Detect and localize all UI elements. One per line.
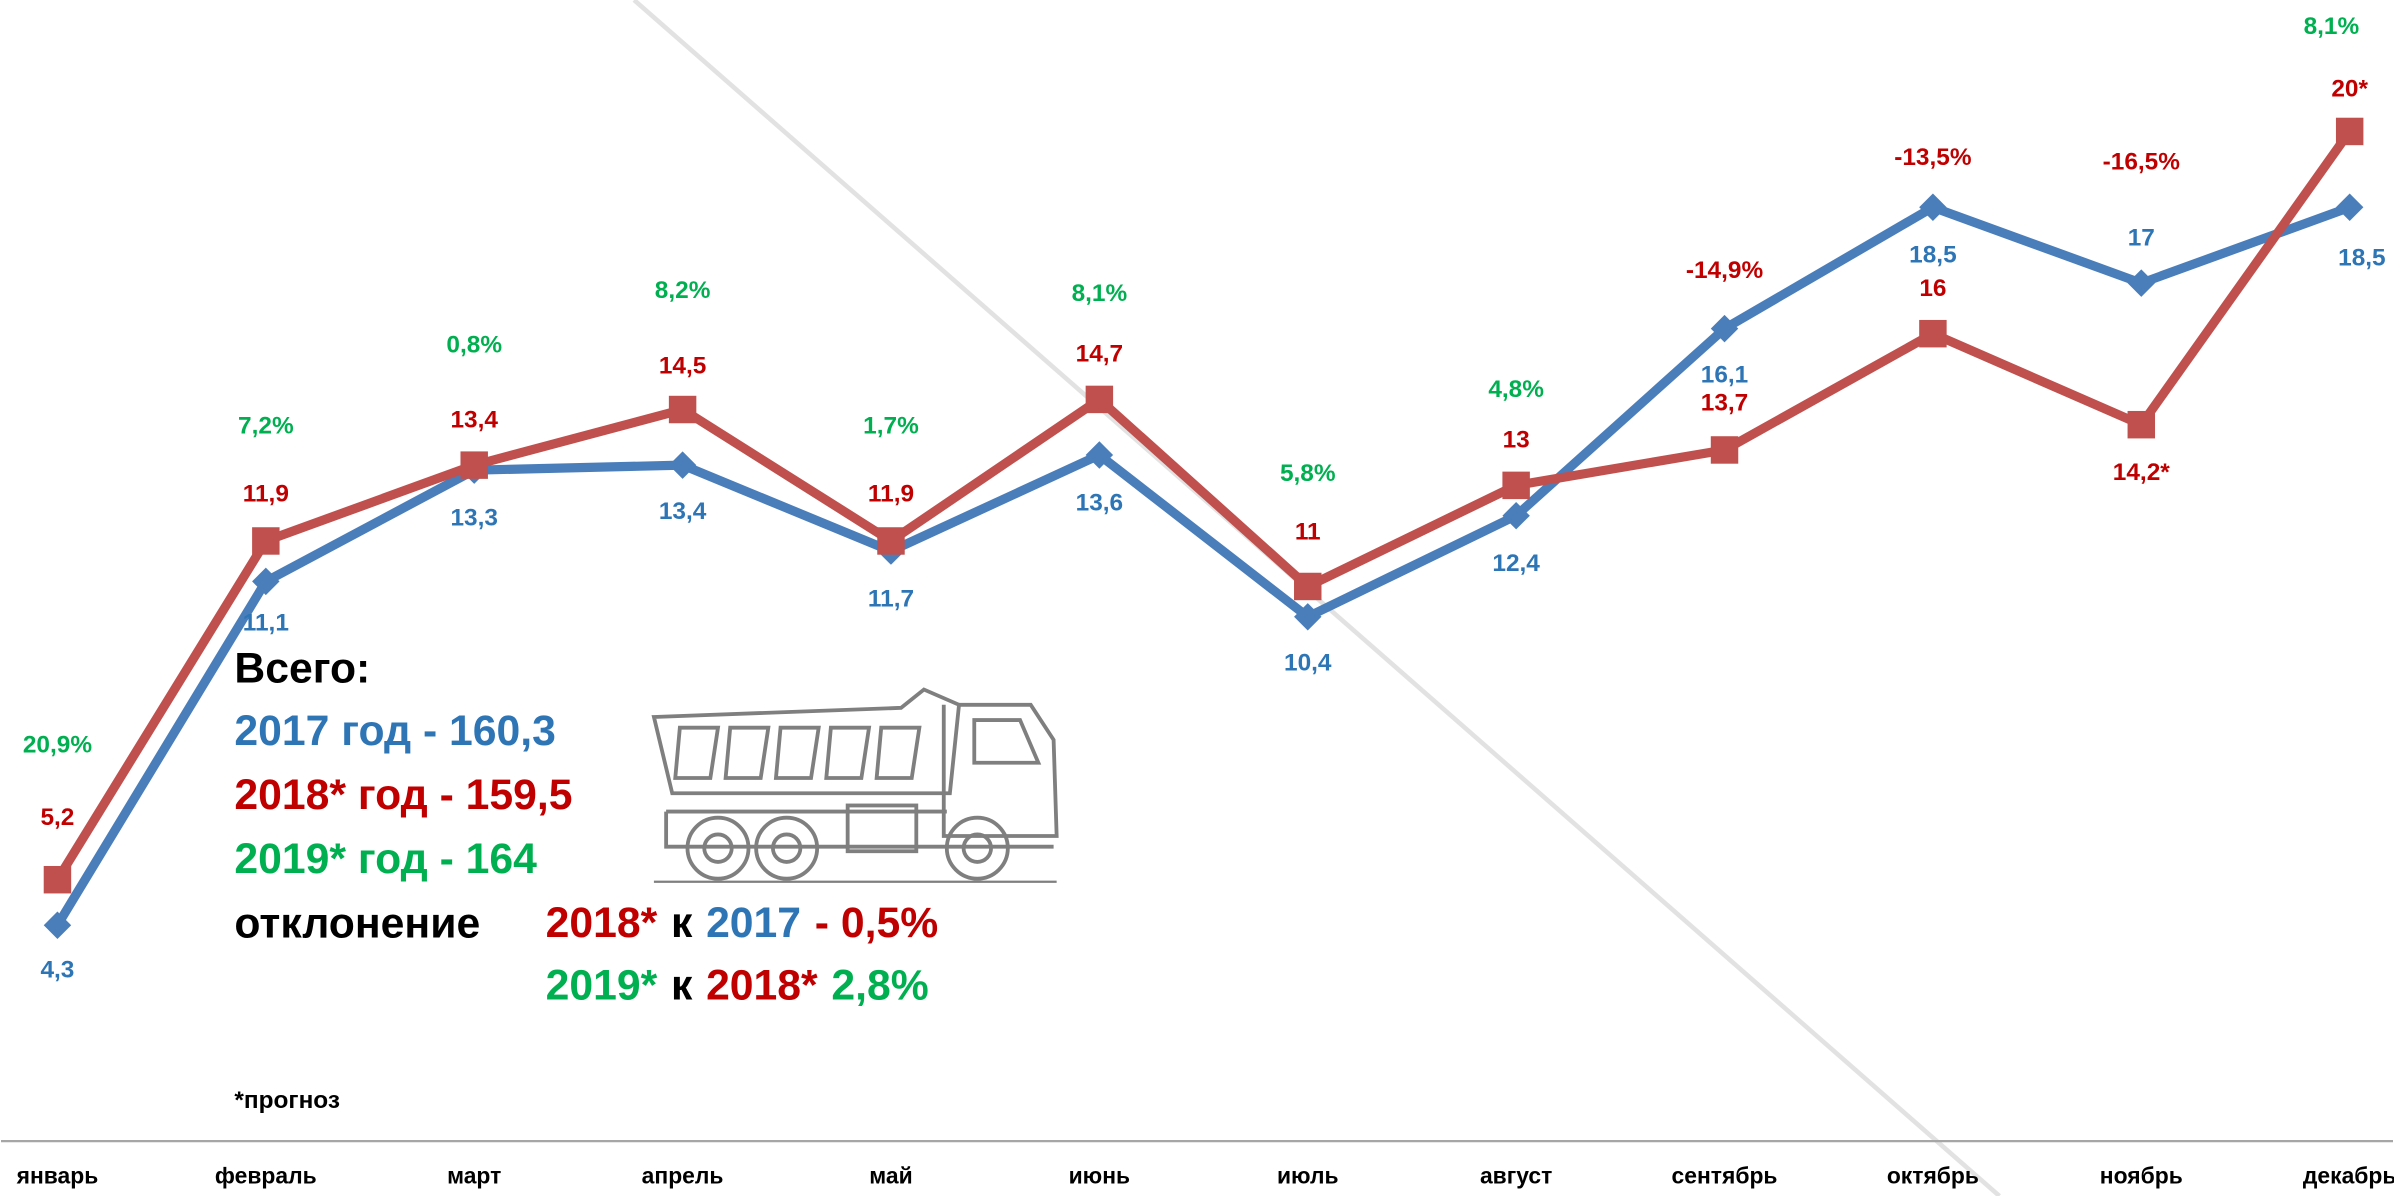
x-tick-label: декабрь <box>2303 1163 2394 1189</box>
summary-title: Всего: <box>234 645 370 693</box>
deviation-part: 2,8% <box>831 962 928 1010</box>
data-label: 11,1 <box>243 610 289 637</box>
marker <box>1502 472 1529 499</box>
marker <box>1711 436 1738 463</box>
marker <box>1294 573 1321 600</box>
data-label: 12,4 <box>1492 550 1540 577</box>
deviation-label: отклонение <box>234 899 480 947</box>
data-label: 5,2 <box>40 804 74 831</box>
marker <box>2336 194 2363 221</box>
deviation-part: - 0,5% <box>815 899 938 947</box>
x-tick-label: ноябрь <box>2100 1163 2183 1189</box>
footnote: *прогноз <box>234 1087 340 1114</box>
deviation-part: 2018* <box>546 899 658 947</box>
x-tick-label: май <box>869 1163 912 1189</box>
x-tick-label: июль <box>1277 1163 1339 1189</box>
change-label: 5,8% <box>1280 460 1336 487</box>
data-label: 11 <box>1295 519 1321 546</box>
deviation-part: к <box>671 899 693 947</box>
data-label: 17 <box>2128 224 2155 251</box>
marker <box>252 527 279 554</box>
marker <box>2128 411 2155 438</box>
change-label: 4,8% <box>1488 376 1544 403</box>
data-label: 14,7 <box>1076 341 1123 368</box>
summary-total: 2019* год - 164 <box>234 835 537 883</box>
x-tick-label: август <box>1480 1163 1552 1189</box>
change-label: 8,1% <box>2304 13 2360 40</box>
x-tick-label: октябрь <box>1887 1163 1979 1189</box>
summary-total: 2018* год - 159,5 <box>234 771 572 819</box>
change-label: -13,5% <box>1894 144 1972 171</box>
data-label: 14,5 <box>659 352 706 379</box>
change-label: 20,9% <box>23 731 92 758</box>
data-label: 13,4 <box>450 406 498 433</box>
change-label: -14,9% <box>1686 257 1764 284</box>
marker <box>44 866 71 893</box>
change-label: 8,1% <box>1072 280 1128 307</box>
truck-icon <box>654 690 1057 882</box>
x-tick-label: февраль <box>215 1163 317 1189</box>
change-label: -16,5% <box>2103 149 2181 176</box>
page: Всего: отклонение *прогноз январь февраль… <box>0 0 2394 1196</box>
marker <box>669 396 696 423</box>
change-label: 7,2% <box>238 413 294 440</box>
data-label: 11,9 <box>243 481 289 508</box>
data-label: 16,1 <box>1701 361 1748 388</box>
change-label: 0,8% <box>446 332 502 359</box>
x-tick-label: сентябрь <box>1672 1163 1778 1189</box>
data-label: 16 <box>1919 275 1946 302</box>
marker <box>2336 118 2363 145</box>
deviation-part: 2017 <box>706 899 801 947</box>
deviation-part: к <box>671 962 693 1010</box>
data-label: 10,4 <box>1284 650 1332 677</box>
data-label: 13,6 <box>1076 489 1123 516</box>
x-tick-label: апрель <box>642 1163 724 1189</box>
data-label: 18,5 <box>2338 245 2385 272</box>
x-tick-label: июнь <box>1069 1163 1130 1189</box>
deviation-part: 2019* <box>546 962 658 1010</box>
x-tick-label: январь <box>16 1163 99 1189</box>
data-label: 20* <box>2331 76 2368 103</box>
marker <box>2128 269 2155 296</box>
data-label: 18,5 <box>1909 242 1956 269</box>
marker <box>1919 320 1946 347</box>
change-label: 1,7% <box>863 413 919 440</box>
data-label: 11,7 <box>868 585 914 612</box>
data-label: 11,9 <box>868 481 914 508</box>
data-label: 13 <box>1503 427 1530 454</box>
summary-total: 2017 год - 160,3 <box>234 707 556 755</box>
marker <box>669 451 696 478</box>
data-label: 13,3 <box>450 504 497 531</box>
chart: Всего: отклонение *прогноз январь февраль… <box>0 0 2394 1196</box>
data-label: 4,3 <box>40 956 74 983</box>
deviation-row: 2019* к 2018* 2,8% <box>546 962 929 1010</box>
data-label: 14,2* <box>2113 459 2170 486</box>
marker <box>1086 386 1113 413</box>
data-label: 13,7 <box>1701 390 1748 417</box>
change-label: 8,2% <box>655 277 711 304</box>
deviation-row: 2018* к 2017 - 0,5% <box>546 899 939 947</box>
x-tick-label: март <box>447 1163 501 1189</box>
marker <box>460 451 487 478</box>
marker <box>877 527 904 554</box>
deviation-part: 2018* <box>706 962 818 1010</box>
data-label: 13,4 <box>659 498 707 525</box>
